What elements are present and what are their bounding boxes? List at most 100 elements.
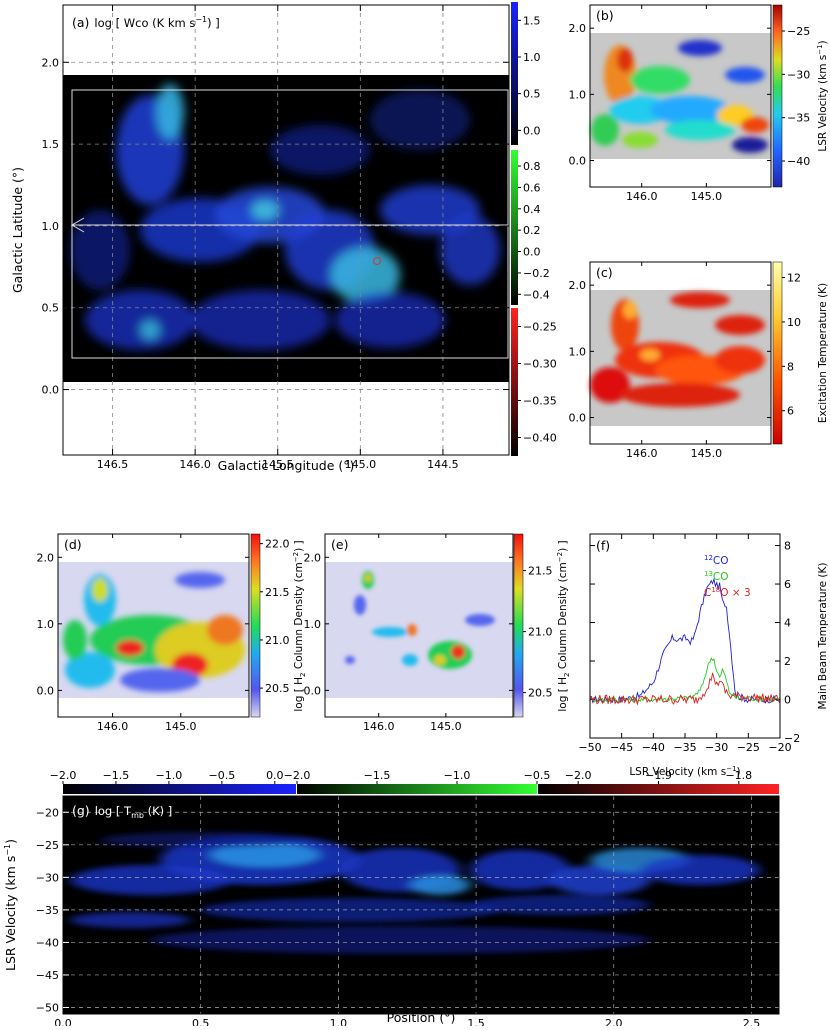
panel_a-xtick-label: 144.5 <box>427 458 459 471</box>
panel-d-cbar-title: log [ H2 Column Density (cm−2) ] <box>292 540 307 711</box>
panel_d-cbar-tick-label: 20.5 <box>265 682 290 695</box>
panel-c-cbar-title: Excitation Temperature (K) <box>817 283 829 423</box>
panel_b-cbar-tick-label: −40 <box>787 155 810 168</box>
panel_a-cbar-tick-label: 0.5 <box>523 88 541 101</box>
panel_d-xtick-label: 146.0 <box>97 720 129 733</box>
panel-g-cbar-tick-label: −1.5 <box>364 769 391 782</box>
panel-a-frame <box>62 4 510 456</box>
panel-g-ytick-label: −40 <box>36 936 59 949</box>
panel-g-ytick-label: −50 <box>36 1001 59 1014</box>
panel-c-label: (c) <box>596 265 613 280</box>
panel-e-cbar <box>513 533 524 718</box>
panel-f-label: (f) <box>596 538 610 553</box>
panel_a-ytick-label: 2.0 <box>42 56 60 69</box>
panel_a-cbar-tick-label: 0.4 <box>523 203 541 216</box>
panel_e-ytick-label: 1.0 <box>304 618 322 631</box>
panel_a-cbar-tick-label: 0.2 <box>523 224 541 237</box>
panel_c-ytick-label: 0.0 <box>569 412 587 425</box>
panel-a-emission <box>70 84 500 350</box>
panel_b-xtick-label: 145.0 <box>691 190 723 203</box>
panel-g-cbar-tick-label: −1.0 <box>444 769 471 782</box>
panel-b: 146.0 145.0 0.0 1.0 2.0 (b) −25 −30 −35 −40 LSR… <box>569 4 829 203</box>
panel_d-ytick-label: 1.0 <box>37 618 55 631</box>
panel-f-ylabel: Main Beam Temperature (K) <box>817 563 829 710</box>
panel-g-xtick-label: 2.5 <box>743 1017 761 1026</box>
panel-g-xtick-label: 1.0 <box>330 1017 348 1026</box>
panel-f-xtick-label: −25 <box>737 741 760 754</box>
panel_a-ytick-label: 0.0 <box>42 384 60 397</box>
panel-g-cbar-tick-label: −1.0 <box>156 769 183 782</box>
panel-d-cbar <box>250 533 261 718</box>
panel-f-ytick-label: 0 <box>784 694 791 707</box>
panel-g-cbar-green <box>297 784 537 794</box>
panel-f-ytick-label: 4 <box>784 617 791 630</box>
panel-a-grid <box>63 5 509 455</box>
panel-f-xtick-label: −45 <box>610 741 633 754</box>
panel-g-xtick-label: 2.0 <box>605 1017 623 1026</box>
panel-g: −2.0 −1.5 −1.0 −0.5 0.0 −2.0 −1.5 −1.0 −0.5 −2.0−… <box>3 769 780 1030</box>
panel_e-cbar-tick-label: 20.5 <box>528 687 553 700</box>
panel_c-ytick-label: 2.0 <box>569 279 587 292</box>
panel-e-cbar-ticks: 21.5 21.0 20.5 <box>523 565 553 700</box>
panel_c-cbar-tick-label: 6 <box>787 405 794 418</box>
panel-g-label: (g) log [ Tmb (K) ] <box>72 803 172 820</box>
panel_a-xtick-label: 145.5 <box>262 458 294 471</box>
panel-a-cbar-blue <box>511 2 518 145</box>
panel-g-cbar-red <box>538 784 779 794</box>
panel-d: 146.0 145.0 0.0 1.0 2.0 (d) 22.0 21.5 21.0 20.5… <box>37 533 307 733</box>
panel_e-xtick-label: 145.0 <box>430 720 462 733</box>
panel-a-cbar-green <box>511 150 518 305</box>
panel_e-xtick-label: 146.0 <box>363 720 395 733</box>
panel_a-cbar-tick-label: −0.2 <box>523 267 550 280</box>
panel_a-ytick-label: 0.5 <box>42 302 60 315</box>
panel_e-ytick-label: 2.0 <box>304 551 322 564</box>
panel-g-emission <box>70 832 760 954</box>
panel-f-xtick-label: −30 <box>705 741 728 754</box>
panel_d-ytick-label: 2.0 <box>37 551 55 564</box>
panel-a-xlabel: Galactic Longitude (°) <box>218 458 355 473</box>
panel-a-ylabel: Galactic Latitude (°) <box>10 167 25 293</box>
panel-g-ytick-label: −35 <box>36 904 59 917</box>
panel-g-cbar-tick-label: −0.5 <box>524 769 551 782</box>
panel_a-cbar-tick-label: −0.35 <box>523 395 557 408</box>
panel-f-ytick-label: 6 <box>784 578 791 591</box>
panel-g-xtick-label: 1.5 <box>467 1017 485 1026</box>
panel_a-cbar-tick-label: −0.4 <box>523 288 550 301</box>
panel-b-label: (b) <box>596 8 614 23</box>
panel-f-ytick-label: 2 <box>784 655 791 668</box>
panel-c-cbar <box>772 261 783 445</box>
panel_a-cbar-tick-label: 1.0 <box>523 51 541 64</box>
panel-g-ylabel: LSR Velocity (km s−1) <box>3 839 18 971</box>
panel_b-xtick-label: 146.0 <box>626 190 658 203</box>
panel-b-cbar <box>772 4 783 188</box>
panel-d-cbar-ticks: 22.0 21.5 21.0 20.5 <box>260 538 290 695</box>
panel-f-ytick-label: −2 <box>784 732 800 745</box>
panel_b-ytick-label: 0.0 <box>569 155 587 168</box>
panel_a-xtick-label: 146.5 <box>97 458 129 471</box>
panel-a: 146.5 146.0 145.5 145.0 144.5 0.0 0.5 1.0 1.5 2.0… <box>10 2 557 473</box>
panel-g-ytick-label: −30 <box>36 871 59 884</box>
panel-b-emission <box>591 40 769 153</box>
panel_c-ytick-label: 1.0 <box>569 345 587 358</box>
panel_a-cbar-tick-label: −0.40 <box>523 432 557 445</box>
panel-f-xtick-label: −50 <box>578 741 601 754</box>
panel_d-cbar-tick-label: 22.0 <box>265 538 290 551</box>
panel-c-ticks: 146.0 145.0 0.0 1.0 2.0 <box>569 262 771 460</box>
panel_e-cbar-tick-label: 21.5 <box>528 565 553 578</box>
panel-f-xlabel: LSR Velocity (km s−1) <box>629 765 740 778</box>
panel-a-cbar-ticks: 1.5 1.0 0.5 0.0 0.8 0.6 0.4 0.2 0.0 −0.2 −0.4 −0.25… <box>518 14 557 445</box>
panel-g-cbar-ticks: −2.0 −1.5 −1.0 −0.5 0.0 −2.0 −1.5 −1.0 −0.5 −2.0−… <box>50 769 752 784</box>
panel_d-cbar-tick-label: 21.5 <box>265 586 290 599</box>
panel-c: 146.0 145.0 0.0 1.0 2.0 (c) 12 10 8 6 Excitatio… <box>569 261 829 460</box>
panel_a-cbar-tick-label: −0.25 <box>523 321 557 334</box>
panel-e: 146.0 145.0 0.0 1.0 2.0 (e) 21.5 21.0 20.5 log… <box>304 533 571 733</box>
panel-g-cbar-blue <box>63 784 296 794</box>
panel_a-cbar-tick-label: 0.0 <box>523 124 541 137</box>
panel-g-cbar-tick-label: −2.0 <box>284 769 311 782</box>
panel_d-ytick-label: 0.0 <box>37 684 55 697</box>
panel_a-cbar-tick-label: −0.30 <box>523 358 557 371</box>
panel-f-xtick-label: −40 <box>642 741 665 754</box>
panel-f-series-line <box>589 577 780 704</box>
